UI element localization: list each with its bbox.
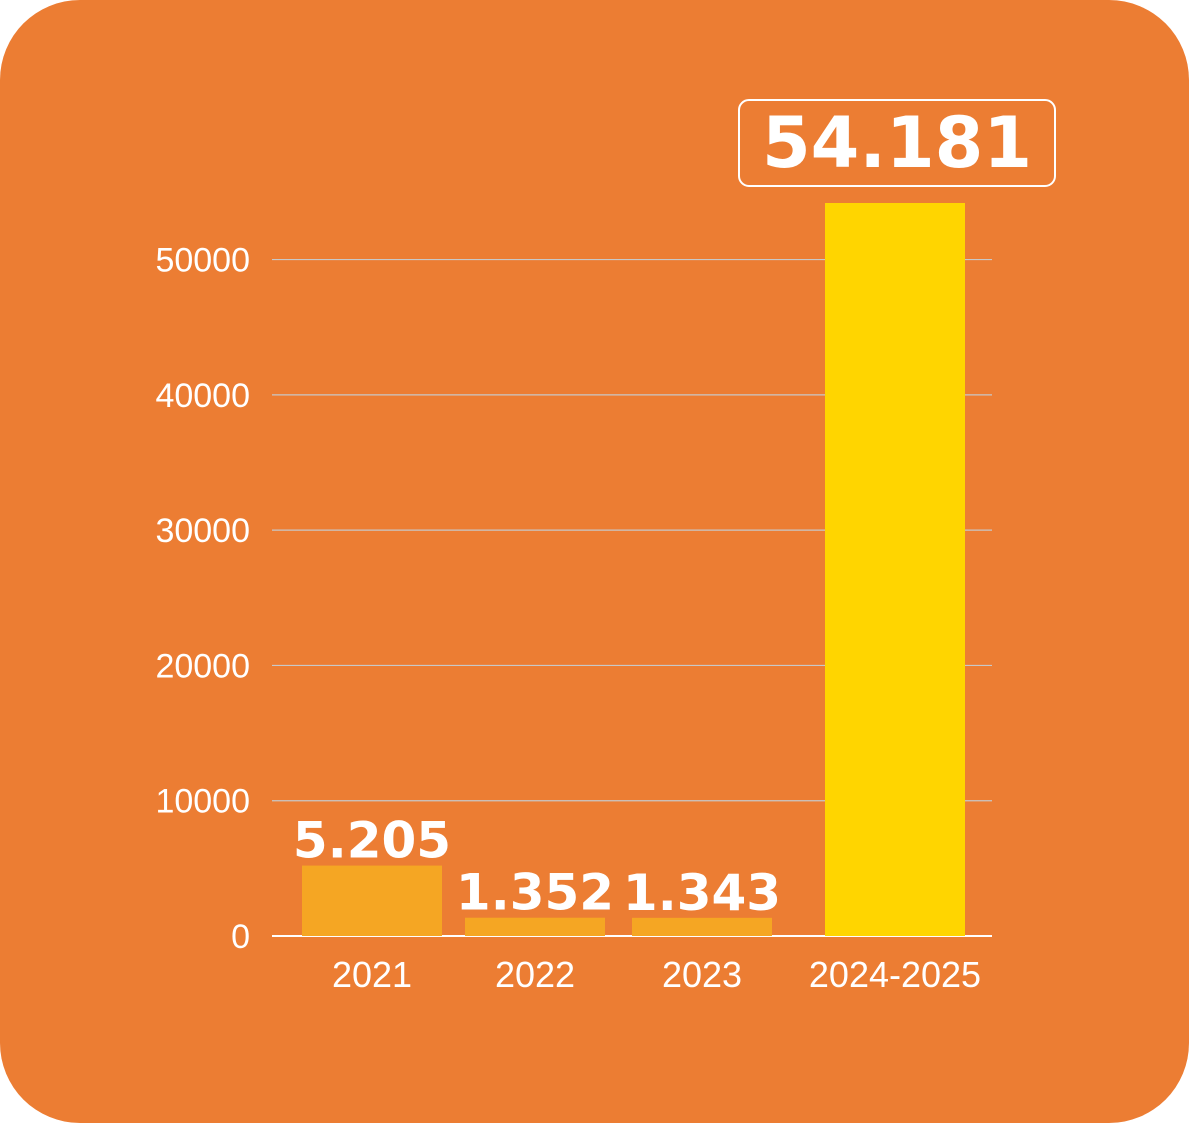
data-label: 1.352 [456, 864, 614, 922]
highlight-label-box [738, 99, 1056, 187]
y-tick-label: 0 [231, 918, 250, 956]
data-label: 54.181 [762, 102, 1032, 184]
y-tick-label: 40000 [155, 377, 250, 415]
y-tick-label: 10000 [155, 783, 250, 821]
bar [632, 917, 772, 936]
x-tick-label: 2024-2025 [809, 954, 981, 995]
data-label: 5.205 [293, 812, 451, 870]
data-label: 1.343 [623, 864, 781, 922]
y-tick-label: 20000 [155, 647, 250, 685]
y-tick-label: 30000 [155, 512, 250, 550]
bar [465, 917, 605, 936]
x-tick-label: 2021 [332, 954, 412, 995]
bar [302, 865, 442, 936]
bar [825, 203, 965, 936]
y-tick-label: 50000 [155, 242, 250, 280]
x-tick-label: 2023 [662, 954, 742, 995]
x-tick-label: 2022 [495, 954, 575, 995]
